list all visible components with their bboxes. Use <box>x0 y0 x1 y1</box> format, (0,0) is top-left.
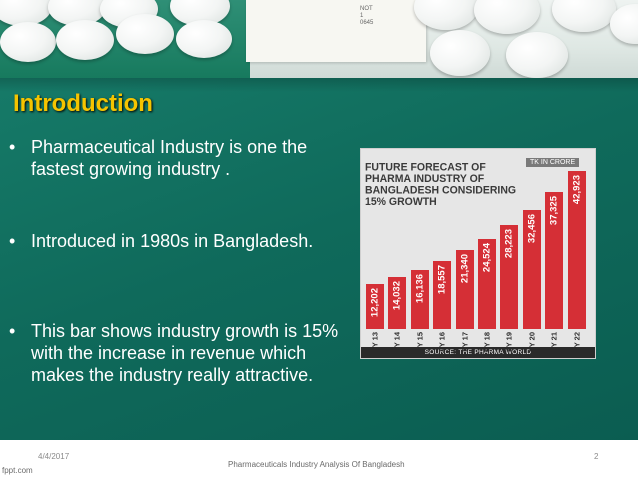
x-tick-label: FY 22 <box>572 332 582 352</box>
chart-source: SOURCE: THE PHARMA WORLD <box>361 347 595 358</box>
bar-value-label: 21,340 <box>459 254 471 284</box>
chart-bar: 21,340 <box>456 250 474 329</box>
x-tick-label: FY 17 <box>460 332 470 352</box>
bar-value-label: 32,456 <box>526 214 538 244</box>
chart-bar: 12,202 <box>366 284 384 329</box>
medicine-label-text: NOT 1 0645 <box>360 6 374 26</box>
bar-value-label: 12,202 <box>369 288 381 318</box>
page-number: 2 <box>594 452 599 461</box>
footer-date: 4/4/2017 <box>38 452 70 461</box>
forecast-chart: FUTURE FORECAST OF PHARMA INDUSTRY OF BA… <box>361 149 595 358</box>
pill <box>474 0 540 34</box>
chart-bar: 16,136 <box>411 270 429 329</box>
bullet-icon: • <box>9 137 16 157</box>
x-tick-label: FY 16 <box>437 332 447 352</box>
x-tick-label: FY 15 <box>415 332 425 352</box>
x-tick-label: FY 18 <box>482 332 492 352</box>
pill <box>116 14 174 54</box>
pill <box>176 20 232 58</box>
medicine-label-card <box>246 0 426 62</box>
pills-photo: NOT 1 0645 <box>0 0 638 78</box>
bullet-item: • This bar shows industry growth is 15% … <box>9 320 354 386</box>
chart-bar: 24,524 <box>478 239 496 329</box>
bar-value-label: 14,032 <box>391 281 403 311</box>
chart-bar: 28,223 <box>500 225 518 329</box>
slide-title: Introduction <box>13 90 153 117</box>
bullet-icon: • <box>9 321 16 341</box>
pill <box>506 32 568 78</box>
x-tick-label: FY 20 <box>527 332 537 352</box>
pill <box>56 20 114 60</box>
bar-value-label: 16,136 <box>414 274 426 304</box>
chart-bar: 14,032 <box>388 277 406 329</box>
slide-footer <box>0 440 638 479</box>
chart-bar: 37,325 <box>545 192 563 329</box>
bar-value-label: 24,524 <box>481 243 493 273</box>
pill <box>0 22 56 62</box>
footer-title: Pharmaceuticals Industry Analysis Of Ban… <box>228 460 405 469</box>
bullet-text: Pharmaceutical Industry is one the faste… <box>31 137 308 179</box>
bullet-item: • Pharmaceutical Industry is one the fas… <box>9 136 354 180</box>
pill <box>430 30 490 76</box>
pill <box>552 0 616 32</box>
x-tick-label: FY 21 <box>549 332 559 352</box>
watermark: fppt.com <box>2 466 33 475</box>
bullet-icon: • <box>9 231 16 251</box>
x-tick-label: FY 14 <box>392 332 402 352</box>
bar-value-label: 18,557 <box>436 265 448 295</box>
bullet-item: • Introduced in 1980s in Bangladesh. <box>9 230 313 252</box>
bar-value-label: 42,923 <box>571 175 583 205</box>
bar-value-label: 37,325 <box>548 196 560 226</box>
x-tick-label: FY 19 <box>504 332 514 352</box>
bullet-text: Introduced in 1980s in Bangladesh. <box>31 231 314 251</box>
chart-bar: 32,456 <box>523 210 541 329</box>
bullet-text: This bar shows industry growth is 15% wi… <box>31 321 339 385</box>
chart-bar: 42,923 <box>568 171 586 329</box>
x-tick-label: FY 13 <box>370 332 380 352</box>
chart-unit-badge: TK IN CRORE <box>526 158 580 167</box>
chart-bar: 18,557 <box>433 261 451 329</box>
bar-value-label: 28,223 <box>503 229 515 259</box>
chart-title: FUTURE FORECAST OF PHARMA INDUSTRY OF BA… <box>365 160 517 209</box>
